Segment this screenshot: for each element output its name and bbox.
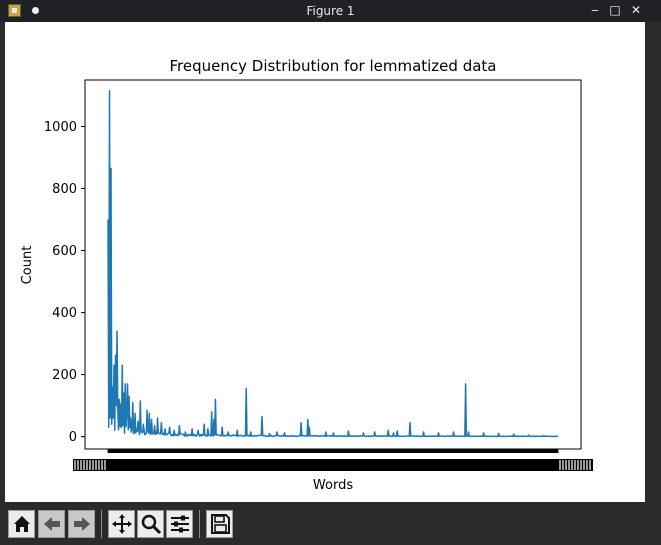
x-tick-labels: [73, 459, 593, 471]
chart-svg: 0 200 400 600 800 1000 Frequency Distribution…: [20, 57, 593, 493]
window-edge: [645, 22, 661, 502]
navigation-toolbar: [0, 502, 661, 545]
y-tick-label: 400: [52, 306, 77, 321]
home-icon: [13, 516, 30, 532]
back-icon: [43, 517, 60, 531]
x-ticks-layer: [73, 449, 593, 471]
y-ticks-layer: 0 200 400 600 800 1000: [44, 120, 85, 445]
window-title: Figure 1: [306, 4, 355, 18]
x-tick-marks: [107, 449, 559, 453]
configure-subplots-button[interactable]: [166, 510, 193, 538]
save-button[interactable]: [206, 510, 233, 538]
forward-button[interactable]: [68, 510, 95, 538]
toolbar-separator: [199, 510, 200, 538]
y-tick-label: 0: [69, 430, 77, 445]
axes-frame: [84, 79, 582, 450]
maximize-icon[interactable]: □: [609, 3, 621, 17]
x-axis-label: Words: [313, 478, 353, 493]
pin-icon[interactable]: [32, 7, 39, 14]
app-icon: [8, 4, 21, 17]
series-line: [107, 90, 559, 438]
zoom-button[interactable]: [137, 510, 164, 538]
home-button[interactable]: [8, 510, 35, 538]
pan-icon: [111, 514, 132, 534]
close-icon[interactable]: ✕: [630, 3, 642, 17]
minimize-icon[interactable]: ‒: [591, 3, 599, 17]
pan-button[interactable]: [108, 510, 135, 538]
toolbar-separator: [101, 510, 102, 538]
x-tick-label-edges: [74, 460, 591, 470]
y-tick-label: 800: [52, 182, 77, 197]
chart-title: Frequency Distribution for lemmatized da…: [170, 57, 497, 75]
y-axis-label: Count: [20, 246, 35, 285]
forward-icon: [73, 517, 90, 531]
series-layer: [107, 90, 559, 438]
y-tick-label: 1000: [44, 120, 77, 135]
zoom-icon: [141, 514, 161, 535]
window-titlebar: Figure 1 ‒ □ ✕: [0, 0, 661, 22]
y-tick-label: 600: [52, 244, 77, 259]
configure-subplots-icon: [170, 515, 189, 533]
back-button[interactable]: [38, 510, 65, 538]
y-tick-label: 200: [52, 368, 77, 383]
figure-canvas[interactable]: 0 200 400 600 800 1000 Frequency Distribution…: [5, 22, 645, 502]
save-icon: [210, 514, 230, 534]
